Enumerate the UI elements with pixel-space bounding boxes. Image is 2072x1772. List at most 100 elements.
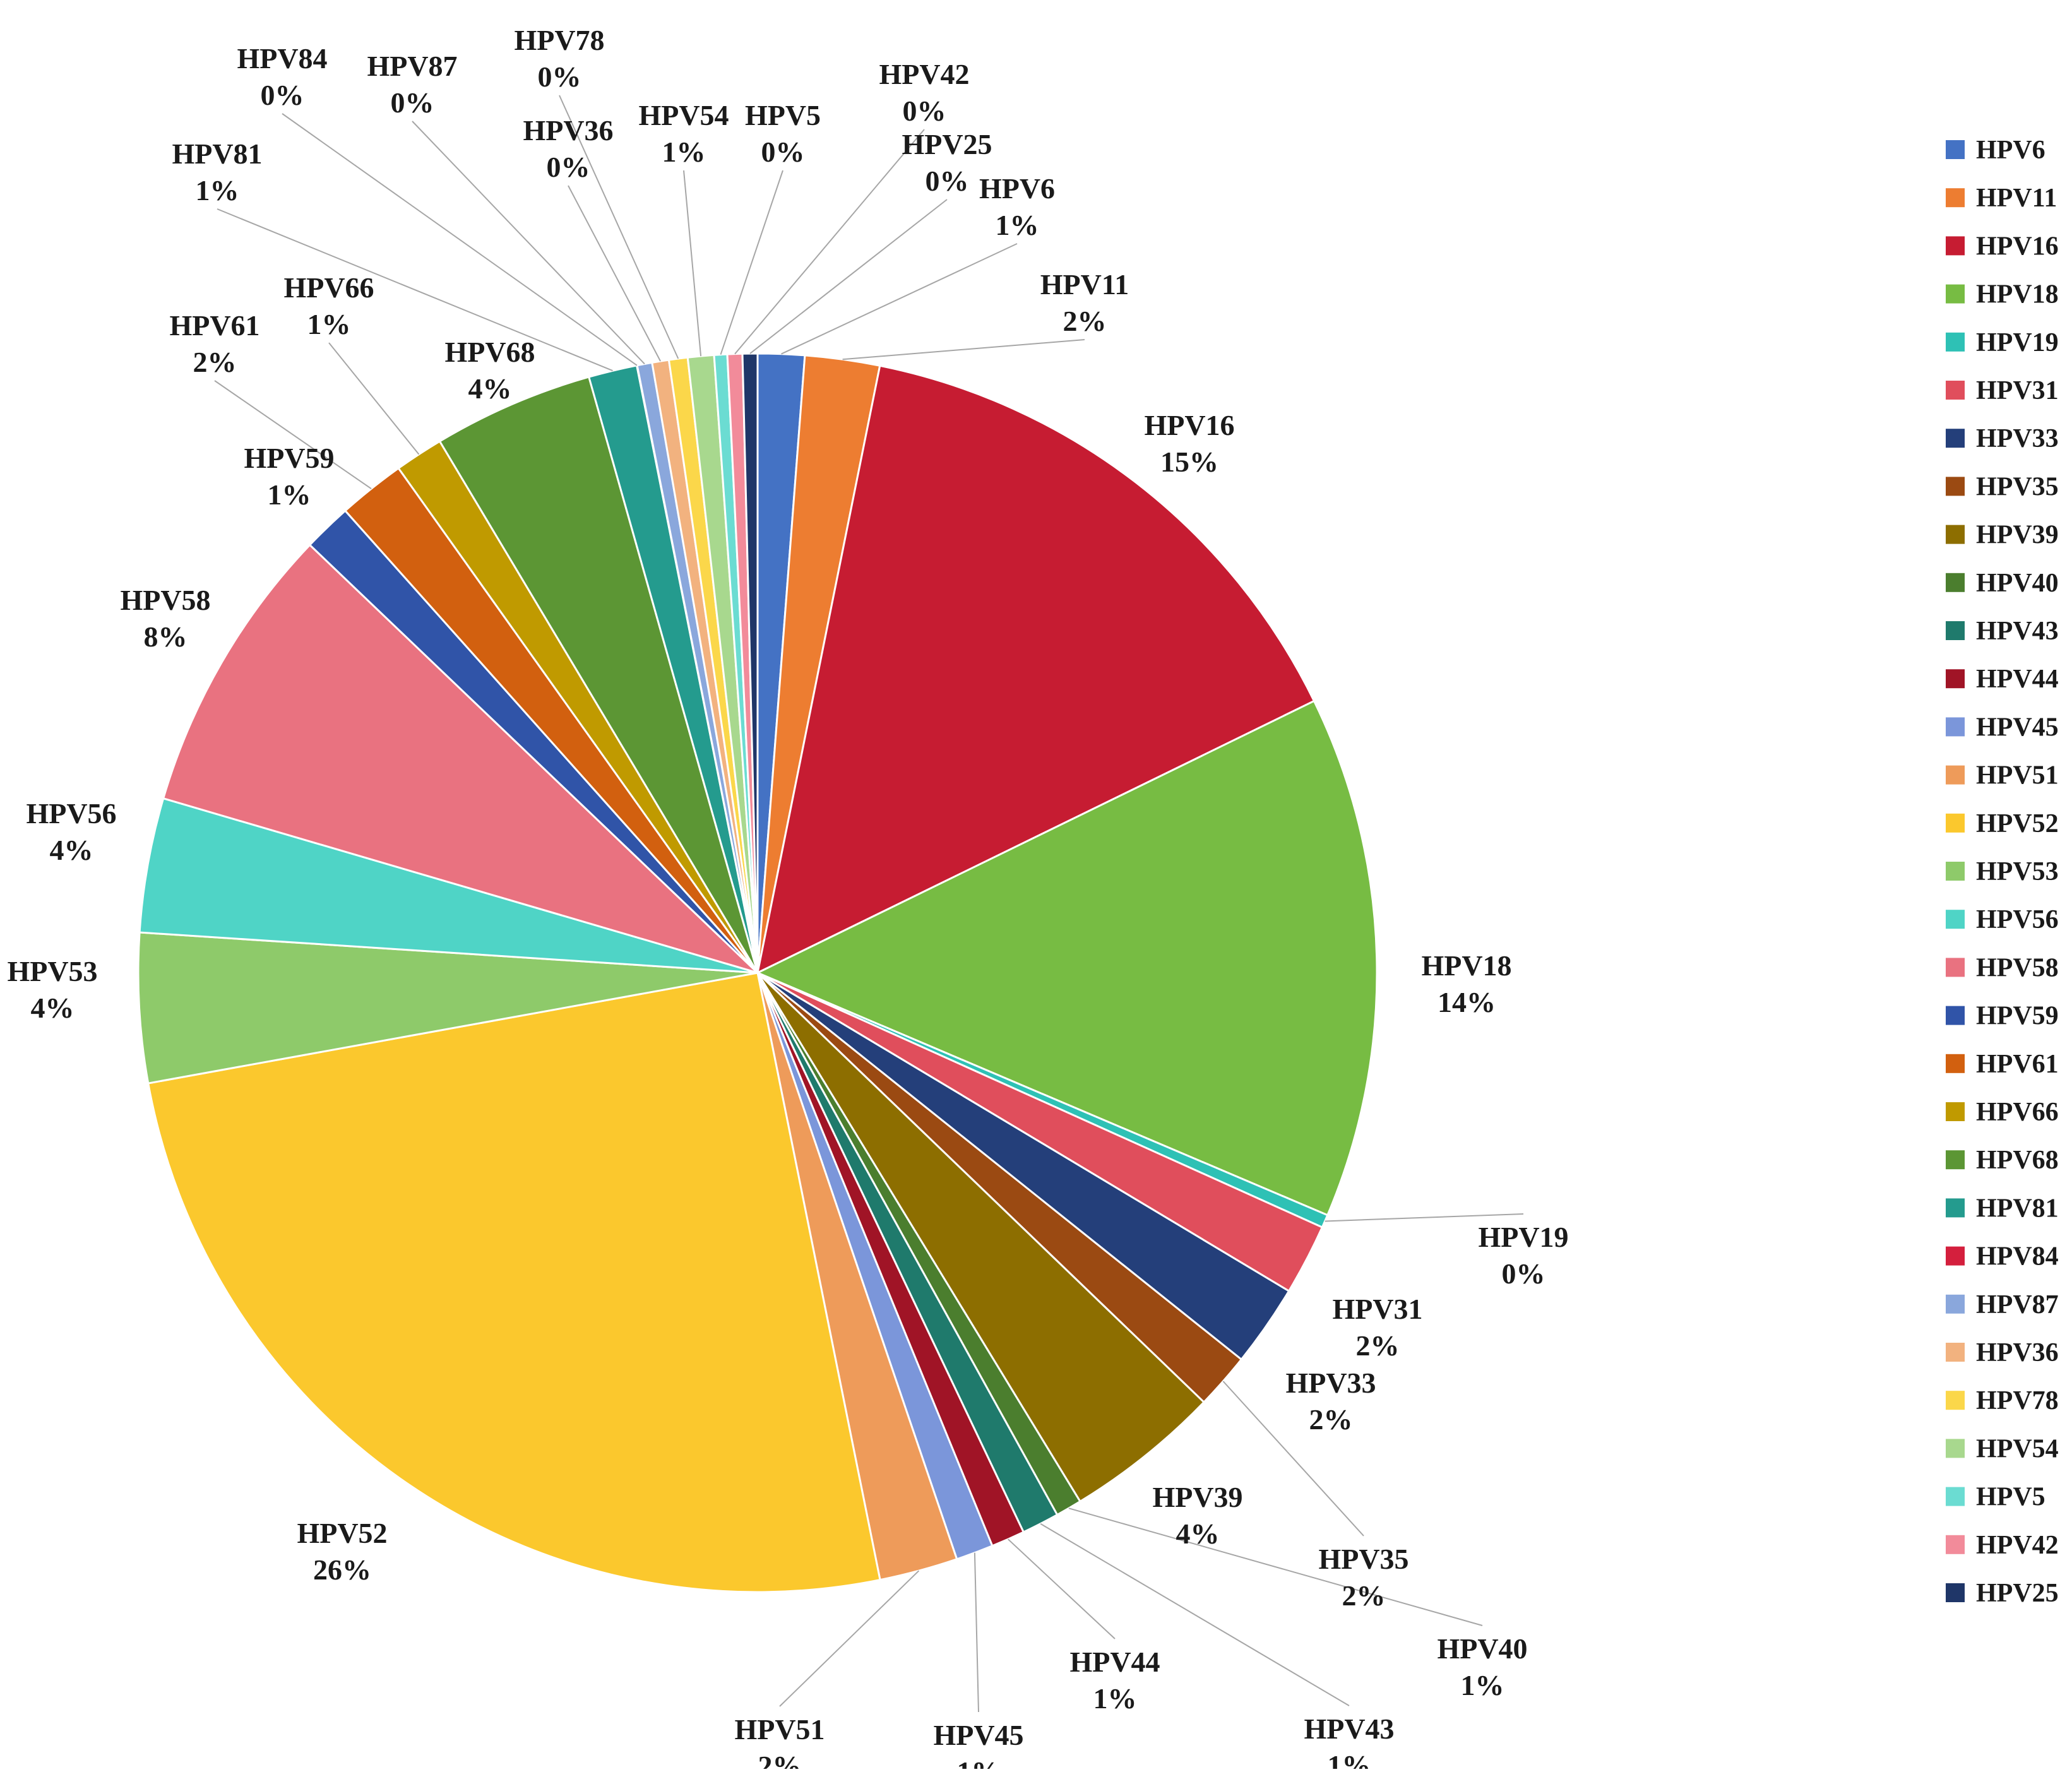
data-label-hpv53: HPV53 4% xyxy=(7,955,97,1024)
legend-item-hpv11: HPV11 xyxy=(1946,184,2057,213)
legend-item-hpv54: HPV54 xyxy=(1946,1434,2059,1463)
data-label-name: HPV33 xyxy=(1285,1367,1376,1399)
legend-swatch xyxy=(1946,1054,1965,1073)
data-label-hpv42: HPV42 0% xyxy=(879,58,969,127)
legend-label: HPV58 xyxy=(1976,953,2059,982)
legend-item-hpv33: HPV33 xyxy=(1946,424,2059,453)
leader-line-hpv11 xyxy=(842,339,1085,360)
legend-swatch xyxy=(1946,140,1965,159)
data-label-hpv58: HPV58 8% xyxy=(120,584,210,653)
data-label-hpv19: HPV19 0% xyxy=(1478,1221,1568,1290)
legend-item-hpv36: HPV36 xyxy=(1946,1338,2059,1367)
leader-line-hpv43 xyxy=(1040,1523,1350,1706)
data-label-hpv44: HPV44 1% xyxy=(1069,1646,1160,1715)
legend-item-hpv19: HPV19 xyxy=(1946,328,2059,357)
legend-swatch xyxy=(1946,717,1965,737)
data-label-value: 4% xyxy=(1176,1518,1220,1550)
legend-label: HPV78 xyxy=(1976,1386,2059,1415)
legend-item-hpv78: HPV78 xyxy=(1946,1386,2059,1415)
legend-swatch xyxy=(1946,236,1965,256)
data-label-name: HPV52 xyxy=(297,1517,387,1549)
data-label-value: 15% xyxy=(1160,446,1218,478)
data-label-name: HPV36 xyxy=(523,114,613,146)
data-label-name: HPV61 xyxy=(169,309,259,342)
legend-item-hpv6: HPV6 xyxy=(1946,136,2045,165)
legend-swatch xyxy=(1946,1439,1965,1458)
data-label-value: 4% xyxy=(31,992,74,1024)
legend-item-hpv43: HPV43 xyxy=(1946,617,2059,646)
legend-item-hpv58: HPV58 xyxy=(1946,953,2059,982)
legend-label: HPV61 xyxy=(1976,1050,2059,1079)
legend-label: HPV19 xyxy=(1976,328,2059,357)
legend-label: HPV59 xyxy=(1976,1002,2059,1031)
leader-line-hpv66 xyxy=(328,342,420,455)
legend-label: HPV51 xyxy=(1976,761,2059,790)
legend-item-hpv68: HPV68 xyxy=(1946,1146,2059,1175)
legend-item-hpv16: HPV16 xyxy=(1946,232,2059,261)
leader-line-hpv84 xyxy=(282,113,638,366)
legend-swatch xyxy=(1946,765,1965,785)
pie-slice-hpv58 xyxy=(162,544,759,974)
data-label-hpv33: HPV33 2% xyxy=(1285,1367,1376,1436)
legend-label: HPV5 xyxy=(1976,1483,2045,1512)
data-label-name: HPV51 xyxy=(734,1713,825,1745)
data-label-name: HPV56 xyxy=(26,797,116,830)
legend-item-hpv31: HPV31 xyxy=(1946,376,2059,405)
data-label-hpv61: HPV61 2% xyxy=(169,309,259,378)
data-label-hpv5: HPV5 0% xyxy=(745,99,821,168)
data-label-value: 2% xyxy=(758,1750,802,1769)
data-label-name: HPV19 xyxy=(1478,1221,1568,1253)
legend-label: HPV35 xyxy=(1976,472,2059,501)
leader-line-hpv44 xyxy=(1008,1538,1116,1639)
legend-swatch xyxy=(1946,910,1965,929)
data-label-name: HPV58 xyxy=(120,584,210,616)
legend-swatch xyxy=(1946,573,1965,592)
data-label-name: HPV16 xyxy=(1144,409,1234,441)
data-label-hpv6: HPV6 1% xyxy=(979,172,1055,241)
data-label-value: 1% xyxy=(996,209,1039,241)
data-label-hpv78: HPV78 0% xyxy=(514,24,604,93)
data-label-value: 8% xyxy=(144,621,188,653)
leader-line-hpv81 xyxy=(217,208,613,372)
data-label-value: 2% xyxy=(193,346,237,378)
data-label-name: HPV40 xyxy=(1437,1632,1527,1665)
leader-line-hpv54 xyxy=(683,170,702,357)
data-label-value: 1% xyxy=(1093,1682,1137,1715)
legend-swatch xyxy=(1946,525,1965,544)
legend-item-hpv39: HPV39 xyxy=(1946,521,2059,550)
data-label-value: 0% xyxy=(903,95,946,127)
legend-item-hpv56: HPV56 xyxy=(1946,905,2059,934)
legend-swatch xyxy=(1946,381,1965,400)
legend-swatch xyxy=(1946,1583,1965,1602)
data-label-value: 0% xyxy=(547,151,590,183)
legend-label: HPV16 xyxy=(1976,232,2059,261)
leader-line-hpv35 xyxy=(1222,1381,1364,1537)
data-label-name: HPV31 xyxy=(1332,1293,1422,1325)
pie-slices xyxy=(137,352,1378,1593)
legend-item-hpv35: HPV35 xyxy=(1946,472,2059,501)
legend-label: HPV25 xyxy=(1976,1579,2059,1608)
legend-swatch xyxy=(1946,1535,1965,1554)
data-label-name: HPV78 xyxy=(514,24,604,56)
data-label-name: HPV81 xyxy=(172,138,262,170)
data-label-name: HPV66 xyxy=(283,271,374,304)
legend-item-hpv53: HPV53 xyxy=(1946,857,2059,886)
data-label-value: 2% xyxy=(1342,1579,1386,1612)
data-label-hpv18: HPV18 14% xyxy=(1421,949,1511,1018)
data-label-hpv36: HPV36 0% xyxy=(523,114,613,183)
data-label-name: HPV5 xyxy=(745,99,821,131)
leader-line-hpv61 xyxy=(214,380,372,490)
data-label-name: HPV6 xyxy=(979,172,1055,205)
legend-label: HPV53 xyxy=(1976,857,2059,886)
data-label-name: HPV59 xyxy=(244,442,334,474)
legend-swatch xyxy=(1946,284,1965,304)
data-label-hpv56: HPV56 4% xyxy=(26,797,116,866)
data-label-hpv54: HPV54 1% xyxy=(638,99,729,168)
leader-line-hpv42 xyxy=(734,129,925,355)
data-label-value: 14% xyxy=(1438,986,1496,1018)
data-label-value: 2% xyxy=(1063,305,1107,337)
data-label-value: 1% xyxy=(268,479,311,511)
legend-swatch xyxy=(1946,669,1965,689)
pie-slice-hpv56 xyxy=(138,797,758,974)
data-labels: HPV61%HPV112%HPV1615%HPV1814%HPV190%HPV3… xyxy=(7,24,1568,1772)
